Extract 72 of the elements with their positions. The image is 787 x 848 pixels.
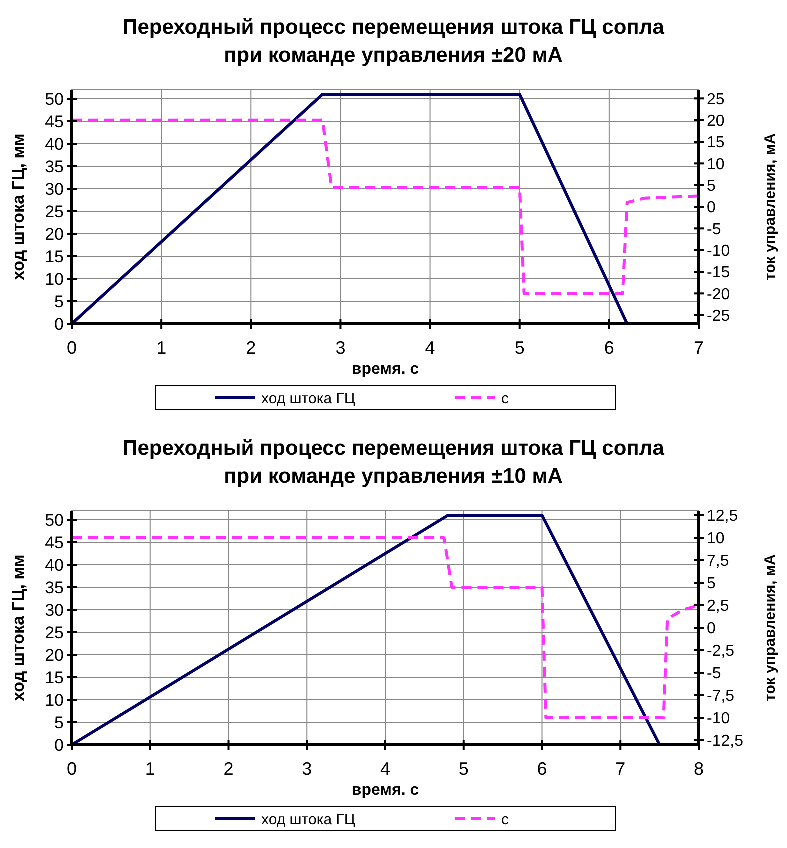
y2-tick-label: 20 (707, 112, 725, 130)
y2-tick-label: 0 (707, 620, 716, 638)
y2-tick-label: 10 (707, 530, 725, 548)
y-tick-label: 40 (45, 134, 64, 154)
y-tick-label: 20 (45, 646, 64, 665)
legend-label: с (502, 811, 510, 828)
y2-tick-label: -10 (707, 242, 730, 260)
x-tick-label: 8 (694, 759, 704, 779)
y-tick-label: 5 (54, 292, 64, 312)
y-tick-label: 35 (45, 578, 64, 598)
x-axis-title: время. с (352, 361, 420, 378)
chart-title: Переходный процесс перемещения штока ГЦ сопла при команде управления ±10 мА (122, 437, 665, 488)
y-tick-label: 15 (45, 668, 64, 688)
y2-tick-label: 5 (707, 178, 716, 195)
y-tick-label: 45 (45, 533, 64, 552)
chart-title: Переходный процесс перемещения штока ГЦ сопла при команде управления ±20 мА (122, 16, 665, 67)
y-tick-label: 0 (54, 736, 64, 755)
y-tick-label: 30 (45, 600, 64, 620)
x-tick-label: 7 (616, 759, 626, 779)
y-tick-label: 25 (45, 623, 64, 642)
legend-label: ход штока ГЦ (262, 811, 356, 828)
y2-tick-label: 2,5 (707, 598, 730, 616)
x-tick-label: 4 (380, 759, 391, 779)
y2-tick-label: -20 (707, 286, 730, 304)
y2-tick-label: 12,5 (707, 508, 738, 526)
x-tick-label: 1 (145, 759, 156, 779)
y2-tick-label: -12,5 (707, 733, 744, 750)
x-tick-label: 3 (336, 338, 346, 358)
y-tick-label: 10 (45, 690, 64, 710)
y-tick-label: 30 (45, 180, 64, 199)
y-tick-label: 35 (45, 157, 64, 176)
y-tick-label: 10 (45, 270, 64, 289)
y2-tick-label: -10 (707, 710, 730, 728)
y2-tick-label: 0 (707, 200, 716, 217)
y2-tick-label: 5 (707, 576, 716, 593)
x-tick-label: 6 (604, 338, 614, 358)
line-series (70, 118, 700, 296)
y-tick-label: 45 (45, 112, 64, 132)
x-axis-title: время. с (352, 782, 420, 799)
x-tick-label: 3 (302, 759, 312, 779)
y2-tick-label: -15 (707, 264, 730, 282)
y2-tick-label: -5 (707, 221, 722, 238)
x-tick-label: 4 (425, 338, 436, 358)
y-tick-label: 15 (45, 247, 64, 266)
y2-tick-label: 15 (707, 134, 725, 152)
y-tick-label: 40 (45, 556, 64, 575)
legend-label: с (502, 390, 510, 408)
y2-tick-label: 7,5 (707, 553, 730, 570)
y-tick-label: 50 (45, 90, 64, 109)
y-axis-title: ход штока ГЦ, мм (9, 554, 28, 702)
y2-tick-label: 10 (707, 156, 725, 174)
y2-axis-title: ток управления, мА (762, 554, 779, 702)
legend-label: ход штока ГЦ (262, 390, 356, 408)
y2-tick-label: -25 (707, 308, 730, 325)
y-tick-label: 50 (45, 510, 64, 530)
x-tick-label: 2 (246, 338, 256, 358)
y-tick-label: 0 (54, 314, 64, 334)
y-tick-label: 20 (45, 224, 64, 244)
y-axis-title: ход штока ГЦ, мм (9, 134, 28, 280)
x-tick-label: 6 (537, 759, 548, 779)
x-tick-label: 7 (694, 338, 704, 358)
y2-tick-label: 25 (707, 91, 725, 108)
x-tick-label: 1 (156, 338, 167, 358)
y2-tick-label: -2,5 (707, 643, 735, 660)
y-tick-label: 25 (45, 202, 64, 222)
y2-tick-label: -5 (707, 666, 722, 683)
y-tick-label: 5 (54, 713, 64, 732)
x-tick-label: 5 (514, 338, 525, 358)
x-tick-label: 5 (458, 759, 469, 779)
y2-tick-label: -7,5 (707, 688, 735, 706)
y2-axis-title: ток управления, мА (762, 133, 779, 280)
x-tick-label: 2 (224, 759, 234, 779)
